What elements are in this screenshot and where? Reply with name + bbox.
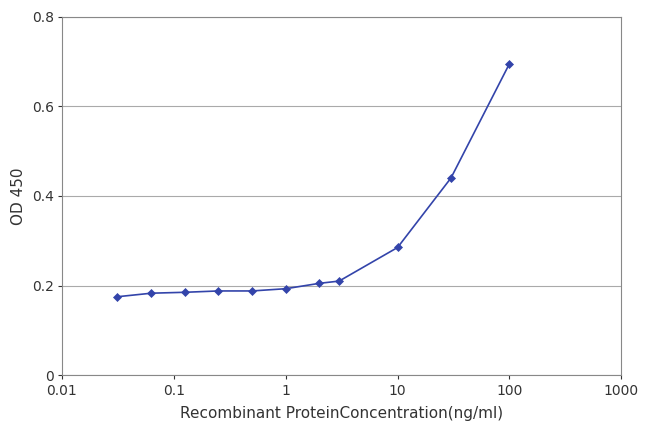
X-axis label: Recombinant ProteinConcentration(ng/ml): Recombinant ProteinConcentration(ng/ml) xyxy=(180,406,503,421)
Y-axis label: OD 450: OD 450 xyxy=(11,167,26,225)
